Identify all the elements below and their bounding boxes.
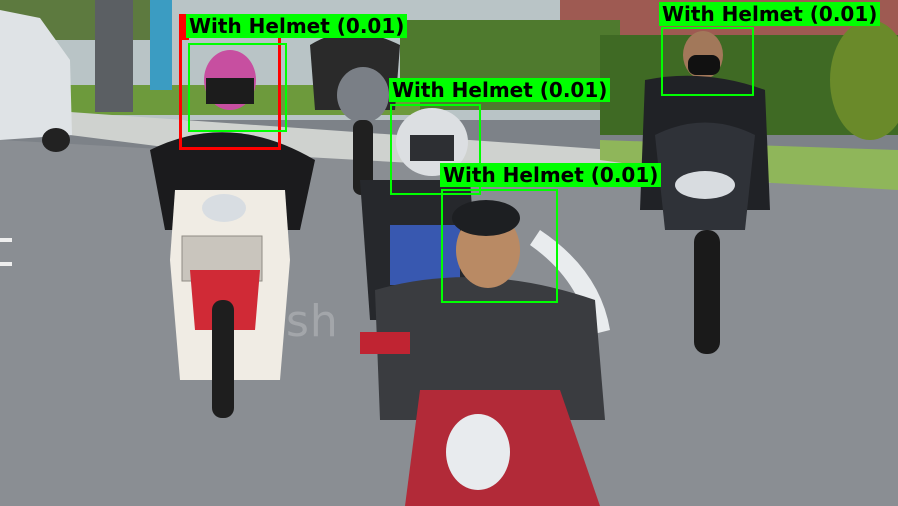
detection-label: With Helmet (0.01) bbox=[186, 14, 408, 38]
detection-box bbox=[390, 104, 481, 195]
detection-box bbox=[441, 189, 558, 303]
detection-label-red bbox=[179, 16, 189, 40]
detection-box bbox=[661, 27, 754, 96]
detection-label: With Helmet (0.01) bbox=[440, 163, 662, 187]
detection-label: With Helmet (0.01) bbox=[389, 78, 611, 102]
detection-box bbox=[188, 43, 287, 132]
detection-label: With Helmet (0.01) bbox=[659, 2, 881, 26]
watermark-text: sh bbox=[286, 296, 339, 347]
